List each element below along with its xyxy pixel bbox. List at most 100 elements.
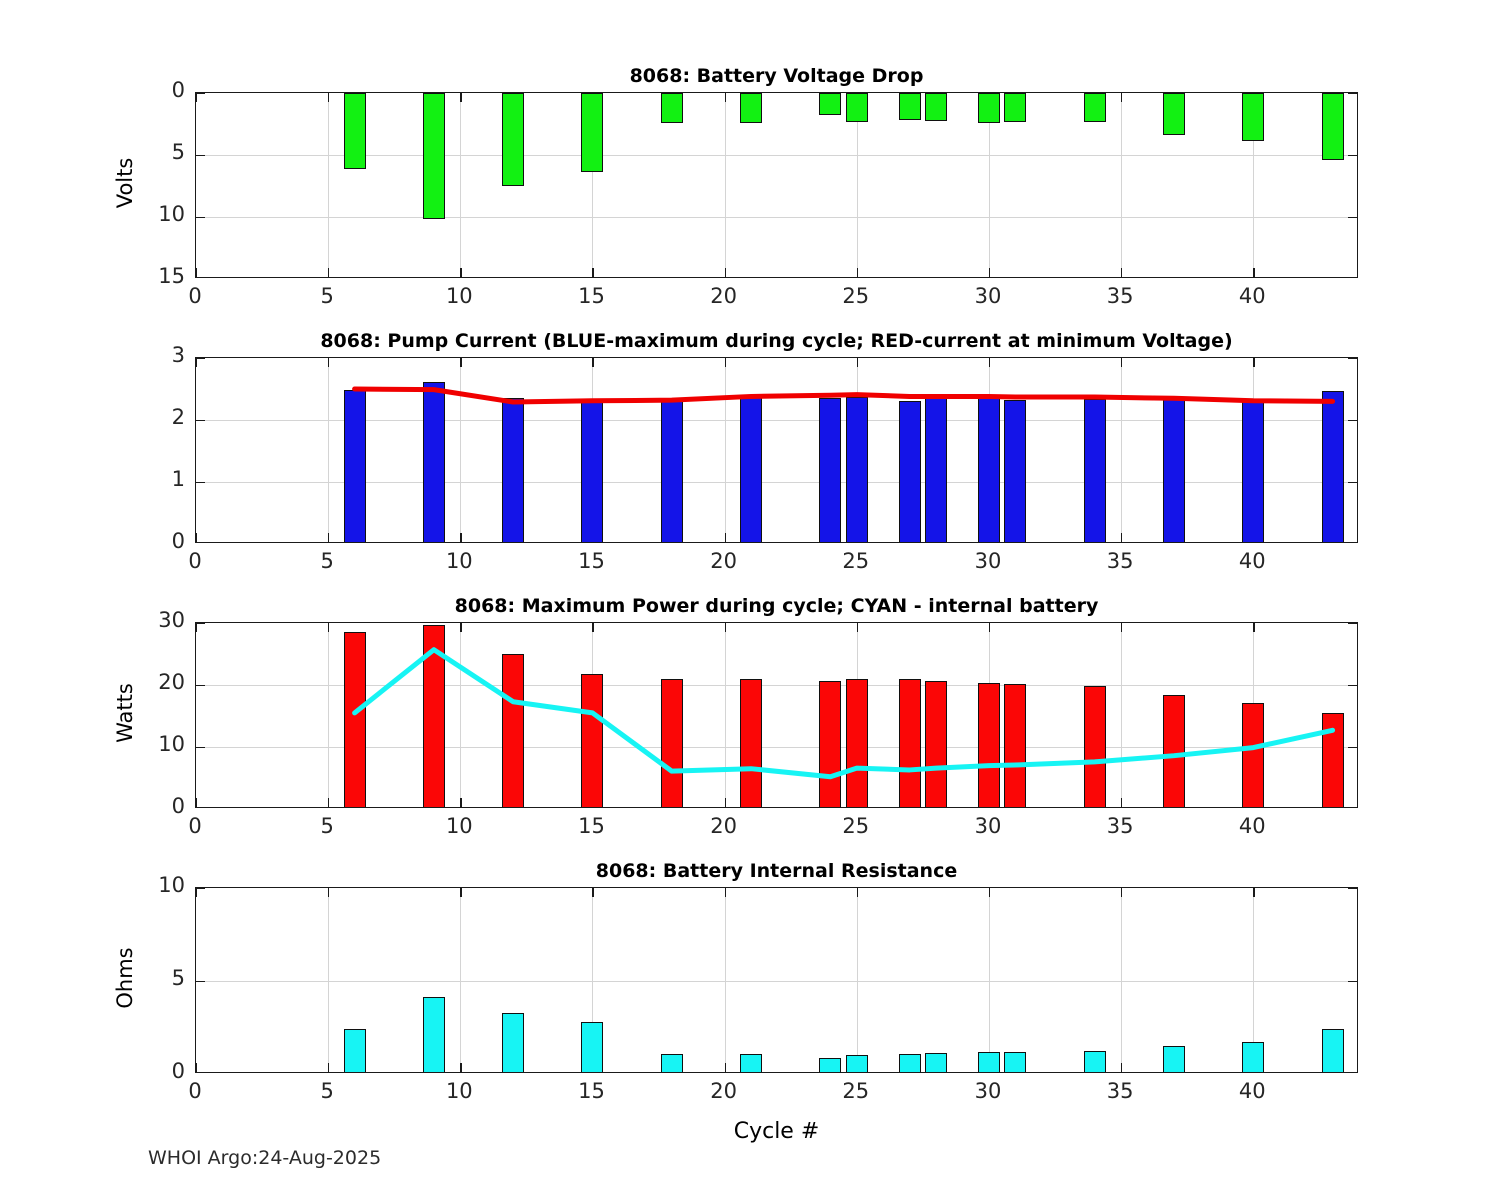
- x-tick-label: 5: [320, 284, 334, 308]
- panel-battery-voltage-drop: 8068: Battery Voltage Drop Volts 0 5 10 15 2…: [0, 0, 1500, 308]
- y-axis-tick: [1348, 888, 1357, 890]
- y-tick-label: 0: [171, 1059, 185, 1083]
- x-tick-label: 20: [710, 284, 737, 308]
- bar: [1162, 694, 1185, 807]
- bar: [581, 1022, 604, 1072]
- bar: [660, 401, 683, 542]
- gridline-vertical: [592, 93, 594, 277]
- bar: [845, 678, 868, 807]
- x-tick-label: 25: [842, 284, 870, 308]
- x-axis-tick: [592, 888, 594, 897]
- bar: [343, 632, 366, 807]
- bar: [898, 1054, 921, 1072]
- x-axis-tick: [856, 268, 859, 277]
- x-tick-label: 40: [1238, 1079, 1266, 1103]
- bar: [343, 390, 366, 542]
- bar: [660, 1053, 683, 1072]
- x-tick-label: 35: [1106, 1079, 1134, 1103]
- gridline-vertical: [856, 93, 858, 277]
- gridline-vertical: [592, 888, 594, 1072]
- x-tick-label: 10: [445, 284, 473, 308]
- gridline-vertical: [1121, 888, 1123, 1072]
- bar: [740, 678, 763, 807]
- x-axis-tick: [1121, 888, 1123, 897]
- x-axis-tick: [460, 358, 462, 367]
- x-axis-tick: [460, 798, 462, 807]
- x-tick-label: 15: [578, 549, 605, 573]
- x-axis-tick: [196, 888, 198, 897]
- y-axis-tick: [196, 623, 205, 625]
- x-axis-tick: [856, 623, 859, 632]
- bar: [581, 400, 604, 542]
- bar: [819, 1058, 842, 1072]
- bar: [925, 93, 948, 121]
- x-tick-label: 0: [188, 1079, 202, 1103]
- gridline-vertical: [988, 93, 990, 277]
- bar: [343, 1029, 366, 1072]
- y-axis-tick: [1348, 358, 1357, 360]
- y-axis-tick: [196, 93, 205, 95]
- x-axis-tick: [1253, 358, 1255, 367]
- bar: [422, 625, 445, 807]
- bar: [925, 398, 948, 542]
- bar: [845, 397, 868, 542]
- panel-title: 8068: Battery Voltage Drop: [629, 65, 924, 87]
- bar: [1162, 1046, 1185, 1072]
- bar: [1242, 702, 1265, 807]
- bar: [740, 93, 763, 123]
- x-axis-tick: [328, 268, 330, 277]
- gridline-horizontal: [196, 155, 1357, 156]
- x-axis-tick: [988, 268, 991, 277]
- y-axis-tick: [1348, 623, 1357, 625]
- gridline-vertical: [1253, 93, 1255, 277]
- panel-title: 8068: Pump Current (BLUE-maximum during …: [320, 330, 1233, 352]
- x-tick-label: 5: [320, 549, 334, 573]
- panel-battery-internal-resistance: 8068: Battery Internal Resistance Ohms C…: [0, 0, 1500, 1144]
- bar: [502, 93, 525, 186]
- x-tick-label: 35: [1106, 284, 1134, 308]
- y-tick-label: 5: [171, 140, 185, 164]
- panel-title: 8068: Battery Internal Resistance: [595, 860, 958, 882]
- gridline-vertical: [460, 358, 462, 542]
- panel-pump-current: 8068: Pump Current (BLUE-maximum during …: [0, 0, 1500, 573]
- bar: [1004, 1052, 1027, 1072]
- y-tick-label: 0: [171, 78, 185, 102]
- x-axis-tick: [196, 268, 198, 277]
- y-axis-tick: [1348, 155, 1357, 157]
- x-axis-tick: [460, 1063, 462, 1072]
- x-axis-tick: [460, 623, 462, 632]
- bar: [898, 93, 921, 121]
- x-axis-tick: [460, 93, 462, 102]
- bar: [1083, 686, 1106, 807]
- gridline-vertical: [1121, 623, 1123, 807]
- x-axis-tick: [592, 268, 594, 277]
- bar: [845, 93, 868, 122]
- bar: [819, 398, 842, 542]
- plot-area: [195, 887, 1358, 1073]
- gridline-vertical: [460, 93, 462, 277]
- x-tick-label: 25: [842, 814, 870, 838]
- gridline-vertical: [1121, 358, 1123, 542]
- y-axis-tick: [196, 981, 205, 983]
- y-axis-tick: [196, 747, 205, 749]
- bar: [581, 93, 604, 173]
- bar: [977, 398, 1000, 542]
- x-tick-label: 20: [710, 814, 737, 838]
- y-tick-label: 3: [171, 343, 185, 367]
- gridline-horizontal: [196, 217, 1357, 218]
- plot-area: [195, 357, 1358, 543]
- x-tick-label: 15: [578, 284, 605, 308]
- x-axis-tick: [988, 623, 991, 632]
- bar: [1242, 93, 1265, 142]
- x-axis-tick: [460, 888, 462, 897]
- y-tick-label: 0: [171, 794, 185, 818]
- x-axis-tick: [196, 623, 198, 632]
- bar: [660, 678, 683, 807]
- bar: [422, 93, 445, 220]
- x-tick-label: 5: [320, 1079, 334, 1103]
- x-axis-tick: [856, 888, 859, 897]
- x-axis-tick: [724, 798, 726, 807]
- y-axis-tick: [1348, 482, 1357, 484]
- x-axis-tick: [1253, 268, 1255, 277]
- bar: [898, 678, 921, 807]
